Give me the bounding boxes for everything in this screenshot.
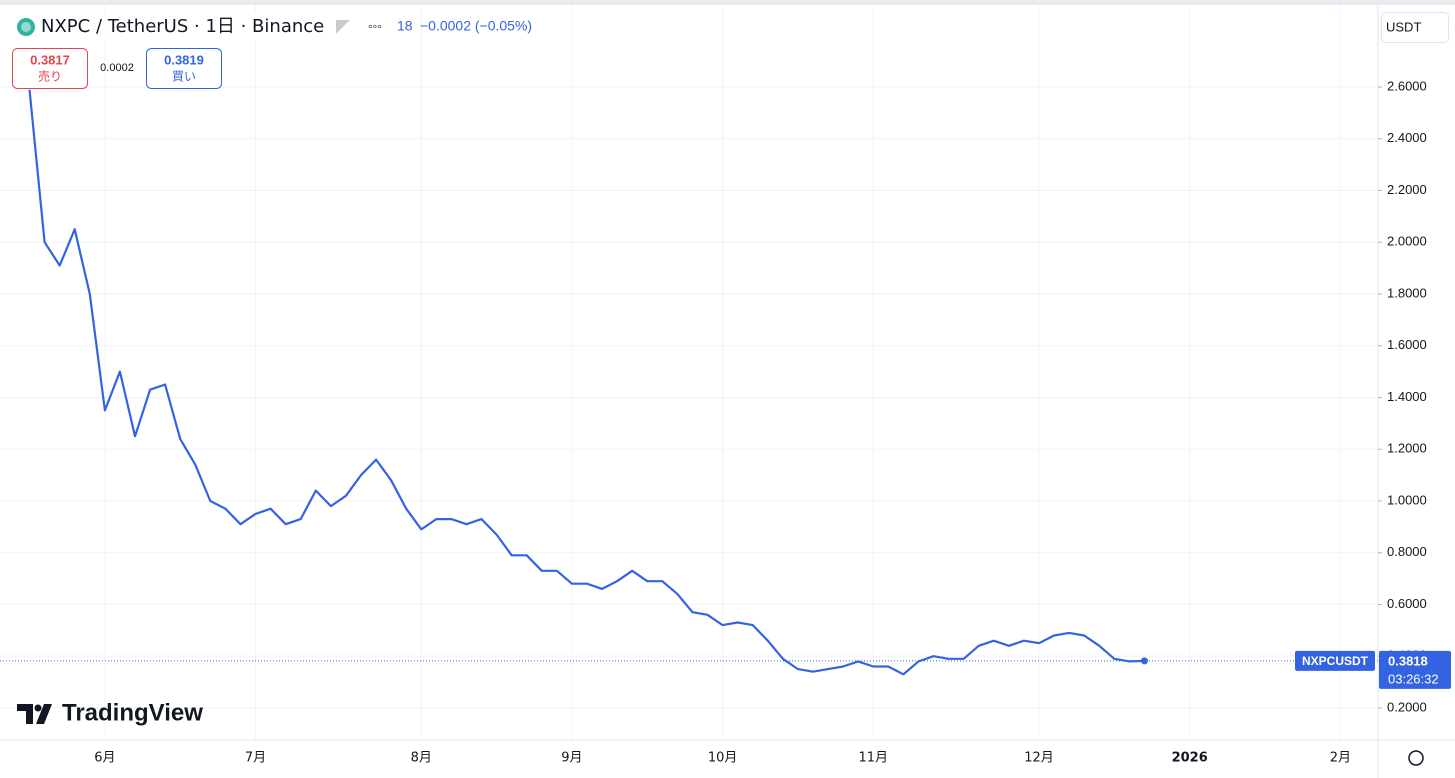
y-tick-label: 1.8000	[1387, 285, 1427, 300]
x-tick-label: 11月	[858, 751, 888, 766]
y-tick-label: 1.6000	[1387, 337, 1427, 352]
currency-button[interactable]	[1381, 12, 1449, 43]
top-border	[0, 0, 1455, 5]
brand: TradingView	[62, 699, 203, 726]
sell-price: 0.3817	[30, 52, 70, 67]
price-tag-value: 0.3818	[1388, 653, 1428, 668]
x-tick-label: 8月	[411, 751, 432, 766]
buy-price: 0.3819	[164, 52, 204, 67]
symbol-tag	[1295, 650, 1375, 671]
x-tick-label: 12月	[1024, 751, 1054, 766]
price-change: −0.0002 (−0.05%)	[420, 18, 532, 34]
y-tick-label: 1.2000	[1387, 441, 1427, 456]
sell-button[interactable]	[12, 48, 88, 89]
grid	[0, 5, 1378, 740]
sell-label: 売り	[38, 69, 62, 84]
y-tick-label: 0.2000	[1387, 699, 1427, 714]
plot	[0, 89, 1378, 676]
x-tick-label: 6月	[94, 751, 115, 766]
settings-icon[interactable]	[1408, 750, 1424, 766]
header-bg	[8, 12, 391, 42]
x-tick-label: 7月	[245, 751, 266, 766]
x-tick-label: 10月	[708, 751, 738, 766]
price-line	[28, 89, 1145, 676]
y-tick-label: 2.6000	[1387, 78, 1427, 93]
countdown: 03:26:32	[1388, 671, 1439, 686]
x-tick-label: 2026	[1172, 751, 1208, 766]
symbol-tag-label: NXPCUSDT	[1302, 654, 1369, 668]
y-tick-label: 2.0000	[1387, 234, 1427, 249]
y-tick-label: 1.4000	[1387, 389, 1427, 404]
y-tick-label: 1.0000	[1387, 492, 1427, 507]
y-tick-label: 0.6000	[1387, 596, 1427, 611]
more-icon[interactable]: ◦◦◦	[368, 18, 382, 33]
change-tail: 18	[397, 18, 413, 34]
x-tick-label: 2月	[1330, 751, 1351, 766]
brand-logo	[34, 704, 42, 712]
buy-button[interactable]	[146, 48, 222, 89]
y-tick-label: 0.8000	[1387, 544, 1427, 559]
x-tick-label: 9月	[561, 751, 582, 766]
symbol-logo	[21, 22, 31, 32]
symbol-title: NXPC / TetherUS · 1日 · Binance	[41, 16, 324, 37]
last-point	[1140, 657, 1148, 665]
buy-label: 買い	[172, 70, 196, 84]
brand-logo	[17, 704, 52, 724]
currency: USDT	[1386, 19, 1421, 34]
y-tick-label: 2.2000	[1387, 182, 1427, 197]
flag-icon[interactable]	[336, 20, 350, 34]
price-tag	[1379, 650, 1451, 689]
y-tick-label: 2.4000	[1387, 130, 1427, 145]
spread: 0.0002	[100, 62, 134, 74]
